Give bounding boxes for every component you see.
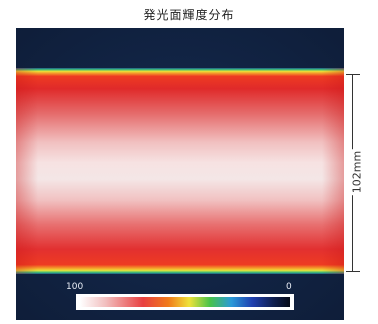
colorbar (76, 294, 294, 310)
band-left-edge (16, 68, 38, 274)
emitting-surface-band (16, 68, 344, 274)
dimension-tick-bottom (346, 271, 360, 272)
figure-title: 発光面輝度分布 (143, 8, 235, 22)
luminance-heatmap: 100 0 (16, 28, 344, 320)
colorbar-min-label: 0 (286, 282, 292, 292)
band-right-edge (322, 68, 344, 274)
dimension-label: 102mm (350, 148, 364, 196)
colorbar-max-label: 100 (66, 282, 84, 292)
dimension-tick-top (346, 74, 360, 75)
colorbar-gradient (80, 297, 290, 307)
